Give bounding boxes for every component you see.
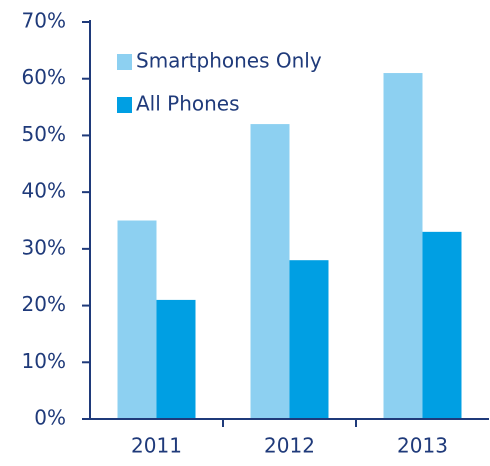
bar <box>422 231 462 419</box>
legend-swatch <box>117 54 132 70</box>
x-tick-label: 2013 <box>397 434 448 458</box>
y-tick-label: 30% <box>22 235 66 259</box>
bar <box>250 124 290 419</box>
legend-label: All Phones <box>136 92 240 116</box>
x-tick-label: 2011 <box>131 434 182 458</box>
y-tick-label: 40% <box>22 179 66 203</box>
bar <box>117 220 157 419</box>
bar <box>156 299 196 419</box>
y-tick-label: 10% <box>22 349 66 373</box>
legend-swatch <box>117 97 132 113</box>
y-tick-label: 0% <box>34 406 66 430</box>
x-tick-label: 2012 <box>264 434 315 458</box>
y-tick-label: 50% <box>22 122 66 146</box>
bar <box>289 260 329 419</box>
y-tick-label: 60% <box>22 65 66 89</box>
y-tick-label: 20% <box>22 292 66 316</box>
bar <box>383 73 423 420</box>
y-tick-label: 70% <box>22 9 66 33</box>
legend-label: Smartphones Only <box>136 49 322 73</box>
